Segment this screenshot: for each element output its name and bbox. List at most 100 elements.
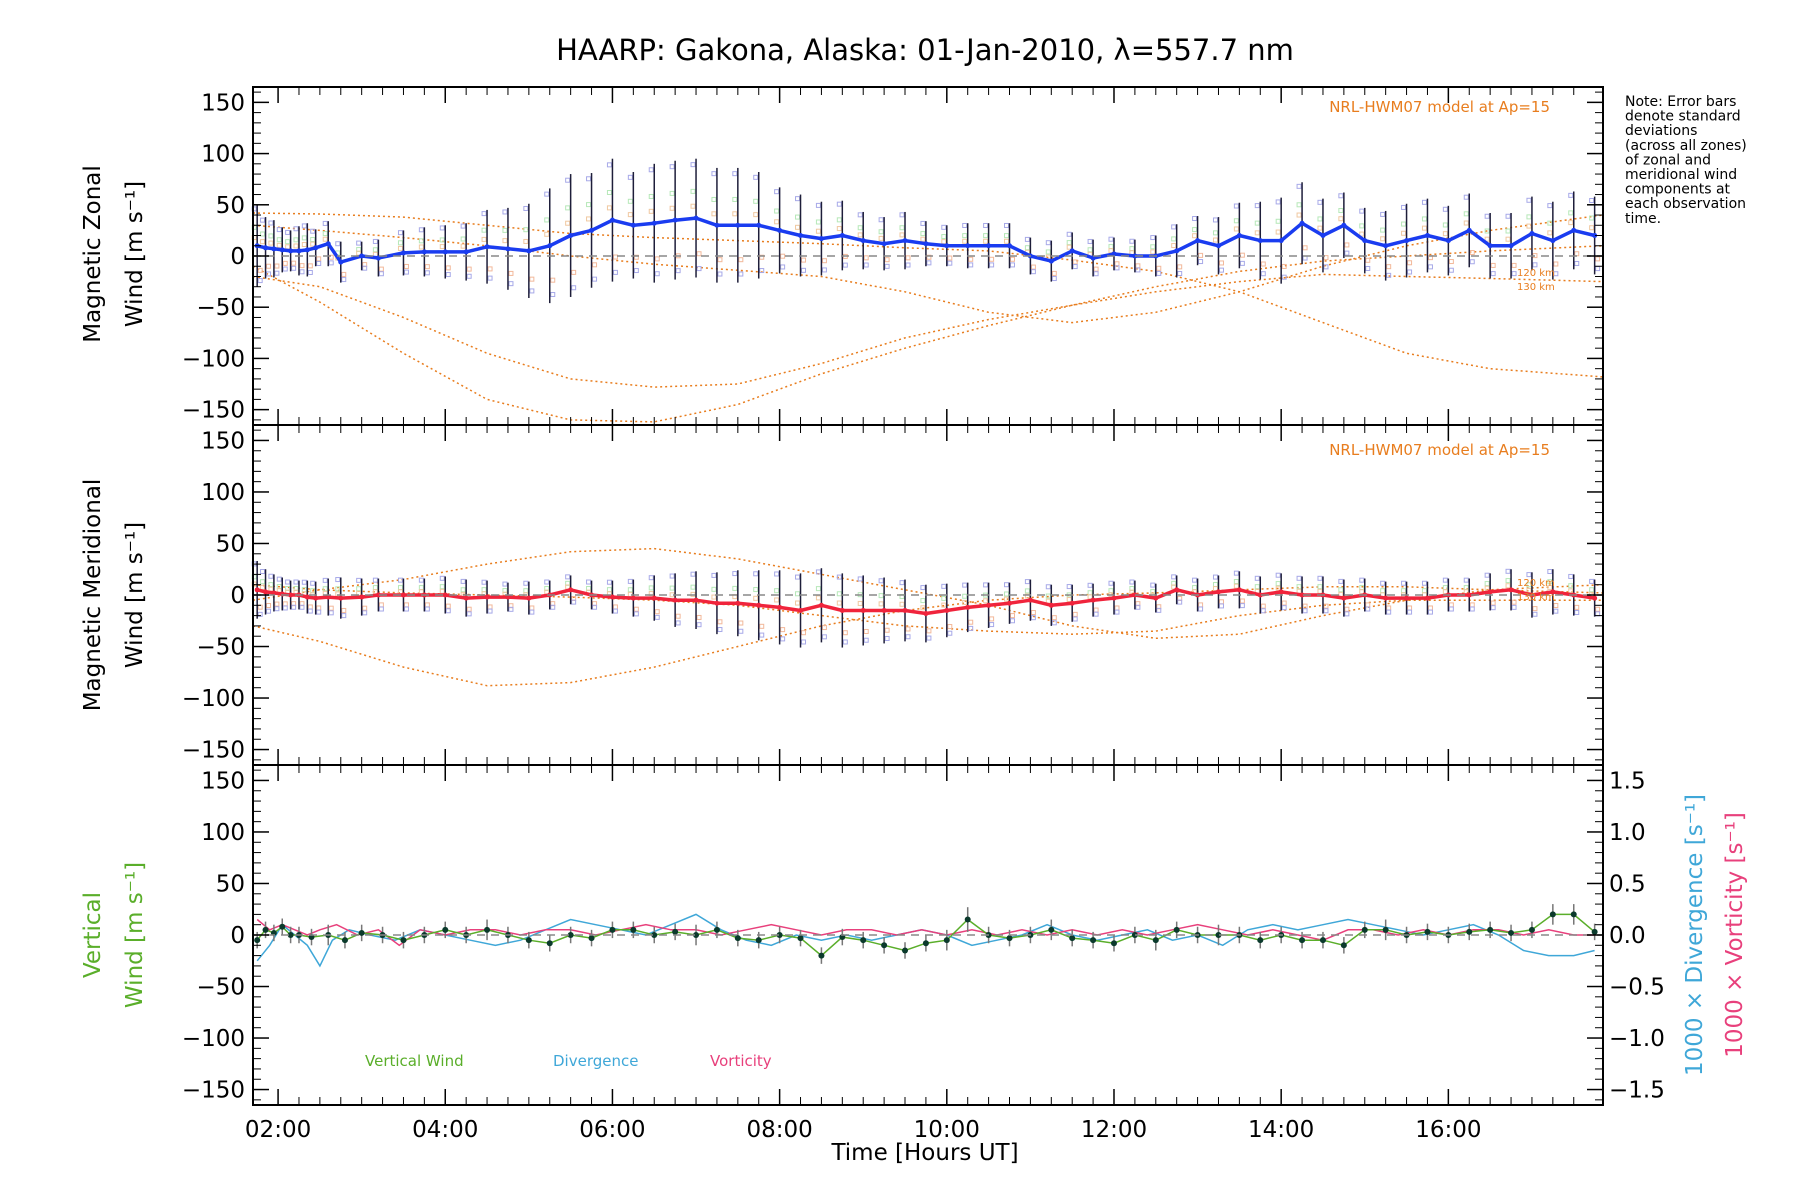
zone-point bbox=[586, 579, 592, 585]
zone-point bbox=[1323, 264, 1329, 270]
zone-point bbox=[1380, 580, 1386, 586]
zone-point bbox=[445, 608, 451, 614]
zone-point bbox=[260, 239, 266, 245]
zone-point bbox=[1177, 599, 1183, 605]
zone-point bbox=[690, 162, 696, 168]
zone-point bbox=[268, 582, 274, 588]
zone-point bbox=[795, 214, 801, 220]
zone-point bbox=[1386, 272, 1392, 278]
zone-point bbox=[1030, 610, 1036, 616]
zone-point bbox=[322, 220, 328, 226]
mean-point bbox=[651, 220, 657, 226]
zone-point bbox=[1051, 276, 1057, 282]
vertical-wind-point bbox=[672, 928, 679, 935]
zone-point bbox=[732, 196, 738, 202]
zone-point bbox=[341, 607, 347, 613]
zone-point bbox=[1463, 577, 1469, 583]
zone-point bbox=[612, 269, 618, 275]
zone-point bbox=[711, 171, 717, 177]
y2-tick-label: 0.0 bbox=[1609, 923, 1646, 949]
zone-point bbox=[732, 211, 738, 217]
zone-point bbox=[795, 224, 801, 230]
mean-point bbox=[463, 595, 469, 601]
zone-point bbox=[439, 237, 445, 243]
zone-point bbox=[1317, 575, 1323, 581]
zone-point bbox=[983, 238, 989, 244]
model-line-upper bbox=[252, 583, 1603, 635]
zone-point bbox=[627, 198, 633, 204]
zone-point bbox=[1192, 585, 1198, 591]
zone-point bbox=[276, 576, 282, 582]
zone-point bbox=[1135, 604, 1141, 610]
vertical-wind-point bbox=[1549, 911, 1556, 918]
zone-point bbox=[285, 229, 291, 235]
mean-point bbox=[1111, 251, 1117, 257]
mean-point bbox=[484, 244, 490, 250]
zone-point bbox=[466, 606, 472, 612]
zone-point bbox=[753, 212, 759, 218]
vertical-wind-point bbox=[1215, 932, 1222, 938]
zonal-model-lines bbox=[252, 212, 1604, 423]
zone-point bbox=[1532, 262, 1538, 268]
mean-point bbox=[839, 233, 845, 239]
model-line-130km bbox=[252, 547, 1604, 640]
zone-point bbox=[1574, 610, 1580, 616]
zone-point bbox=[696, 622, 702, 628]
zone-point bbox=[801, 257, 807, 263]
zone-point bbox=[899, 212, 905, 218]
zone-point bbox=[857, 576, 863, 582]
zone-point bbox=[962, 238, 968, 244]
mean-line bbox=[256, 588, 1595, 616]
svg-text:1000 × Vorticity [s⁻¹]: 1000 × Vorticity [s⁻¹] bbox=[1722, 812, 1748, 1058]
vertical-wind-point bbox=[442, 926, 449, 933]
zone-point bbox=[316, 256, 322, 262]
zone-point bbox=[282, 266, 288, 272]
zone-point bbox=[606, 579, 612, 585]
zone-point bbox=[1296, 202, 1302, 208]
mean-point bbox=[1362, 238, 1368, 244]
zone-point bbox=[1463, 220, 1469, 226]
vertical-wind-point bbox=[1570, 911, 1577, 918]
zone-point bbox=[403, 263, 409, 269]
zone-point bbox=[962, 233, 968, 239]
zone-point bbox=[257, 611, 263, 617]
zone-point bbox=[481, 236, 487, 242]
y2-tick-label: −1.0 bbox=[1609, 1026, 1665, 1052]
vorticity-line bbox=[256, 918, 1595, 947]
meridional-mean-line bbox=[254, 587, 1598, 617]
zone-point bbox=[1093, 266, 1099, 272]
zone-point bbox=[372, 238, 378, 244]
zone-point bbox=[962, 582, 968, 588]
zone-point bbox=[1171, 574, 1177, 580]
zone-point bbox=[1505, 578, 1511, 584]
zone-point bbox=[1574, 604, 1580, 610]
zone-point bbox=[1296, 584, 1302, 590]
zone-point bbox=[301, 223, 307, 229]
zone-point bbox=[1323, 608, 1329, 614]
zone-point bbox=[711, 586, 717, 592]
zone-point bbox=[1233, 570, 1239, 576]
zone-point bbox=[1365, 602, 1371, 608]
zone-point bbox=[983, 598, 989, 604]
zone-point bbox=[1463, 211, 1469, 217]
zone-point bbox=[1275, 572, 1281, 578]
mean-point bbox=[1132, 592, 1138, 598]
zone-point bbox=[571, 285, 577, 291]
zone-point bbox=[310, 228, 316, 234]
zone-point bbox=[257, 278, 263, 284]
zone-point bbox=[301, 242, 307, 248]
mean-point bbox=[1069, 600, 1075, 606]
zone-point bbox=[1171, 243, 1177, 249]
zone-point bbox=[878, 235, 884, 241]
vertical-wind-point bbox=[1361, 926, 1368, 933]
mean-point bbox=[1466, 592, 1472, 598]
zone-point bbox=[774, 588, 780, 594]
zone-point bbox=[669, 164, 675, 170]
mean-point bbox=[1278, 238, 1284, 244]
zone-point bbox=[1066, 584, 1072, 590]
zone-point bbox=[291, 604, 297, 610]
zone-point bbox=[968, 619, 974, 625]
mean-point bbox=[1174, 248, 1180, 254]
zone-point bbox=[989, 616, 995, 622]
